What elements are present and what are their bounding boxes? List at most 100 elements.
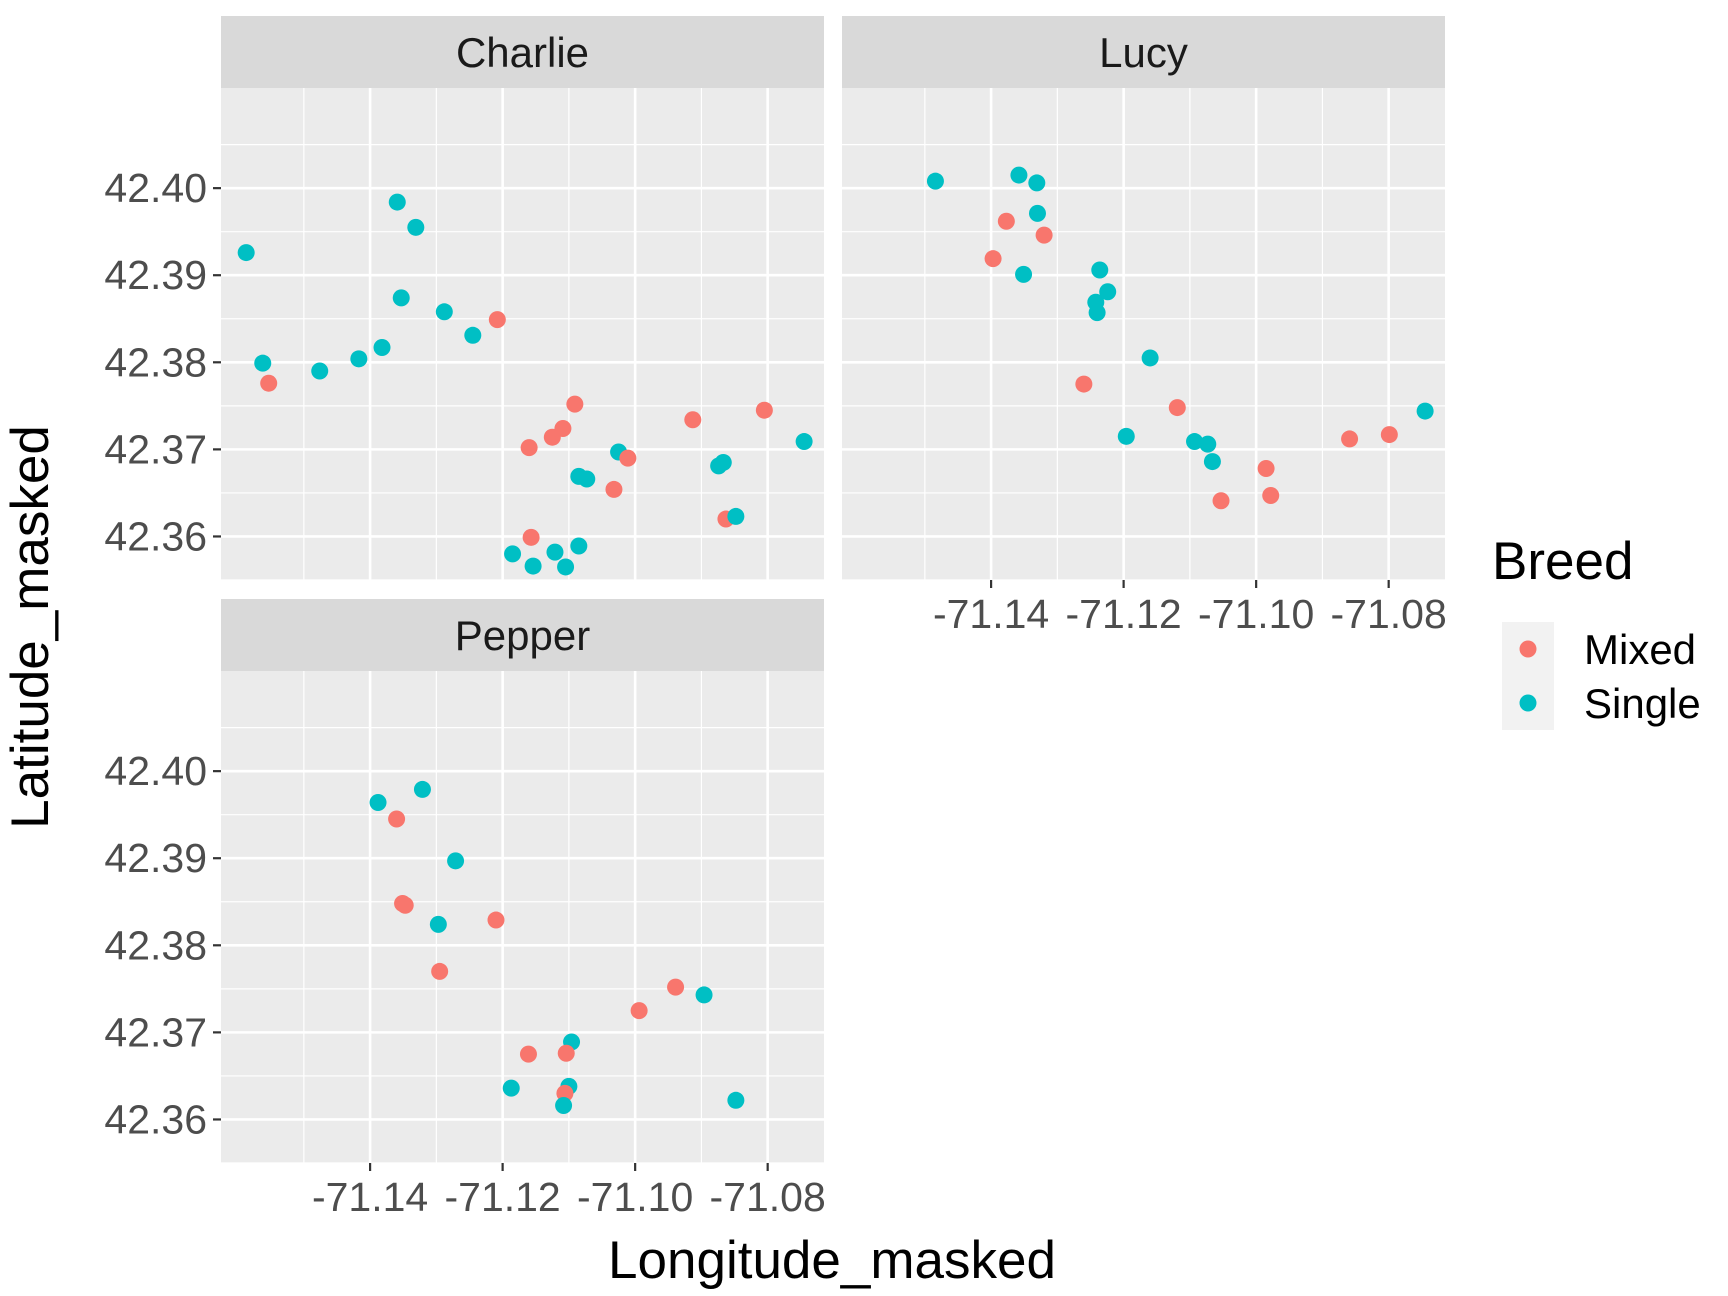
data-point-single: [504, 545, 522, 563]
y-tick-label: 42.40: [104, 748, 207, 794]
data-point-mixed: [1262, 487, 1280, 505]
data-point-single: [555, 1097, 573, 1115]
data-point-mixed: [667, 978, 685, 996]
data-point-single: [1203, 453, 1221, 471]
data-point-mixed: [522, 528, 540, 546]
data-point-single: [237, 244, 255, 262]
data-point-mixed: [984, 250, 1002, 268]
data-point-single: [1186, 433, 1204, 451]
data-point-single: [1099, 283, 1117, 301]
data-point-single: [392, 289, 410, 307]
strip-charlie: [221, 16, 824, 88]
x-tick-label: -71.08: [1331, 591, 1447, 637]
strip-label-charlie: Charlie: [456, 29, 589, 76]
panel-charlie: Charlie 42.36 42.37 42.38 42.39 42.40: [104, 16, 824, 581]
y-tick-label: 42.39: [104, 835, 207, 881]
data-point-single: [714, 453, 732, 471]
x-tick-label: -71.08: [710, 1174, 826, 1220]
data-point-mixed: [619, 449, 637, 467]
data-point-single: [570, 537, 588, 555]
data-point-mixed: [388, 810, 406, 828]
data-point-mixed: [684, 411, 702, 429]
data-point-mixed: [1257, 460, 1275, 478]
data-point-single: [373, 338, 391, 356]
data-point-mixed: [260, 374, 278, 392]
data-point-single: [524, 557, 542, 575]
data-point-single: [413, 780, 431, 798]
data-point-single: [464, 326, 482, 344]
legend-marker-single: [1519, 694, 1537, 712]
x-tick-label: -71.12: [444, 1174, 560, 1220]
legend-label-mixed: Mixed: [1584, 626, 1696, 673]
data-point-single: [429, 915, 447, 933]
x-tick-label: -71.10: [577, 1174, 693, 1220]
data-point-single: [578, 470, 596, 488]
strip-label-pepper: Pepper: [455, 612, 590, 659]
data-point-single: [1015, 265, 1033, 283]
x-tick-label: -71.14: [933, 591, 1049, 637]
data-point-mixed: [566, 395, 584, 413]
data-point-mixed: [487, 911, 505, 929]
data-point-mixed: [554, 419, 572, 437]
y-tick-label: 42.36: [104, 1096, 207, 1142]
data-point-mixed: [1212, 492, 1230, 510]
y-axis-title: Latitude_masked: [1, 425, 60, 829]
x-tick-label: -71.12: [1065, 591, 1181, 637]
data-point-single: [695, 986, 713, 1004]
legend: Breed Mixed Single: [1492, 532, 1701, 730]
data-point-mixed: [1168, 399, 1186, 417]
y-tick-label: 42.38: [104, 339, 207, 385]
data-point-single: [795, 433, 813, 451]
strip-pepper: [221, 599, 824, 671]
x-tick-label: -71.14: [312, 1174, 428, 1220]
legend-marker-mixed: [1519, 640, 1537, 658]
data-point-single: [350, 350, 368, 368]
data-point-mixed: [1035, 226, 1053, 244]
data-point-single: [727, 507, 745, 525]
x-tick-label: -71.10: [1198, 591, 1314, 637]
data-point-mixed: [488, 311, 506, 329]
data-point-mixed: [519, 1045, 537, 1063]
data-point-single: [435, 303, 453, 321]
data-point-single: [447, 852, 465, 870]
data-point-single: [1117, 427, 1135, 445]
data-point-single: [388, 193, 406, 211]
y-tick-label: 42.36: [104, 513, 207, 559]
data-point-single: [1028, 204, 1046, 222]
y-tick-label: 42.40: [104, 165, 207, 211]
data-point-mixed: [630, 1002, 648, 1020]
data-point-mixed: [396, 896, 414, 914]
legend-title: Breed: [1492, 532, 1633, 591]
y-tick-label: 42.37: [104, 426, 207, 472]
y-tick-label: 42.38: [104, 922, 207, 968]
data-point-mixed: [1380, 426, 1398, 444]
strip-lucy: [842, 16, 1445, 88]
data-point-mixed: [605, 480, 623, 498]
data-point-mixed: [997, 212, 1015, 230]
x-axis-title: Longitude_masked: [608, 1231, 1056, 1290]
data-point-single: [254, 354, 272, 372]
data-point-single: [926, 172, 944, 190]
panel-background-lucy: [842, 88, 1445, 580]
y-tick-label: 42.37: [104, 1009, 207, 1055]
legend-label-single: Single: [1584, 680, 1701, 727]
data-point-single: [1028, 174, 1046, 192]
data-point-mixed: [1075, 375, 1093, 393]
panel-background-pepper: [221, 671, 824, 1163]
panel-background-charlie: [221, 88, 824, 580]
data-point-single: [557, 558, 575, 576]
panel-pepper: Pepper 42.36 42.37 42.38 42.39 42.40 -71.14 -71…: [104, 599, 826, 1220]
y-tick-label: 42.39: [104, 252, 207, 298]
data-point-single: [1091, 261, 1109, 279]
data-point-single: [1088, 304, 1106, 322]
data-point-mixed: [557, 1044, 575, 1062]
data-point-single: [546, 543, 564, 561]
data-point-single: [502, 1079, 520, 1097]
data-point-single: [1416, 402, 1434, 420]
data-point-single: [727, 1091, 745, 1109]
data-point-single: [407, 218, 425, 236]
data-point-mixed: [520, 439, 538, 457]
data-point-single: [369, 793, 387, 811]
strip-label-lucy: Lucy: [1099, 29, 1188, 76]
data-point-single: [1010, 166, 1028, 184]
